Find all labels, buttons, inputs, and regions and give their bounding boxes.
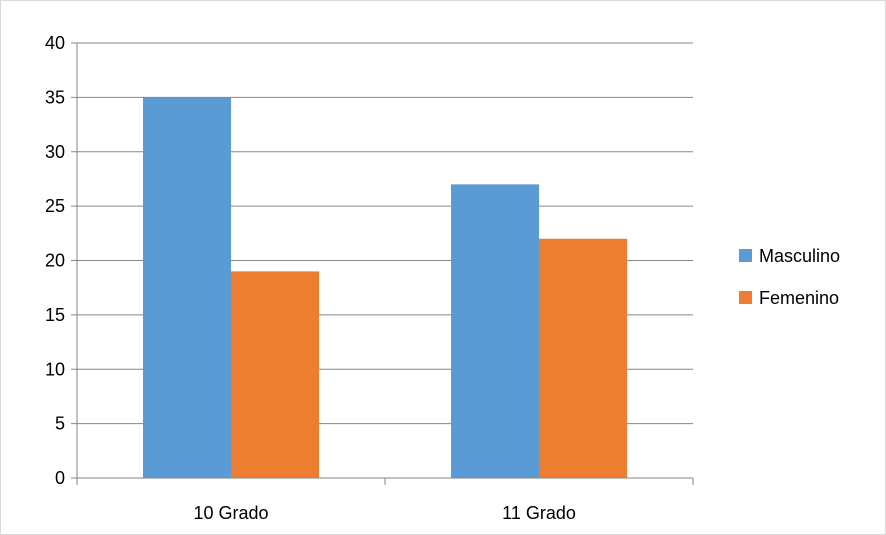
y-tick-label-20: 20 (45, 251, 65, 271)
bar-masculino-2 (451, 184, 539, 478)
bar-femenino-1 (231, 271, 319, 478)
legend-swatch-femenino (739, 291, 752, 304)
y-tick-label-40: 40 (45, 33, 65, 53)
tick-labels: 0 5 10 15 20 25 30 35 40 10 Grado 11 Grado (45, 33, 576, 523)
y-tick-label-35: 35 (45, 87, 65, 107)
bar-masculino-1 (143, 97, 231, 478)
legend-label-masculino: Masculino (759, 246, 840, 266)
legend: Masculino Femenino (739, 246, 840, 308)
x-tick-label-2: 11 Grado (502, 503, 576, 523)
legend-label-femenino: Femenino (759, 288, 839, 308)
y-tick-label-30: 30 (45, 142, 65, 162)
y-tick-label-5: 5 (55, 414, 65, 434)
axes (71, 42, 694, 485)
x-tick-label-1: 10 Grado (193, 503, 268, 523)
y-tick-label-25: 25 (45, 196, 65, 216)
y-tick-label-0: 0 (55, 468, 65, 488)
y-tick-label-15: 15 (45, 305, 65, 325)
bar-femenino-2 (539, 238, 627, 478)
bars (143, 97, 627, 478)
legend-swatch-masculino (739, 249, 752, 262)
y-tick-label-10: 10 (45, 359, 65, 379)
